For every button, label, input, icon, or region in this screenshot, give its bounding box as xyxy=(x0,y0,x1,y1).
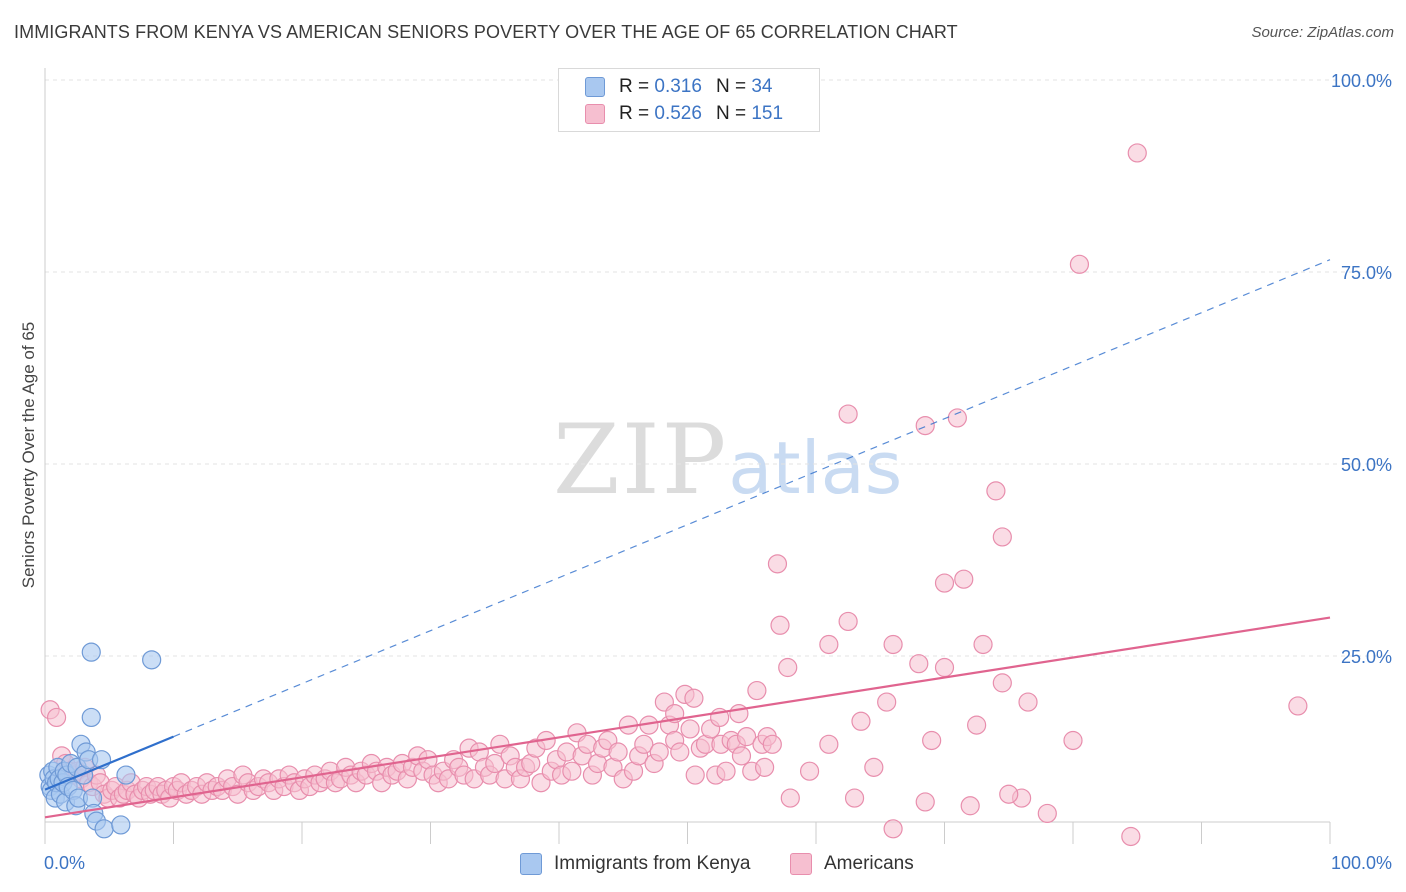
y-tick-label: 25.0% xyxy=(1341,647,1392,667)
americans-point xyxy=(954,569,974,589)
americans-point xyxy=(684,688,704,708)
americans-point xyxy=(877,692,897,712)
y-tick-label: 50.0% xyxy=(1341,455,1392,475)
legend-n-value-kenya: 34 xyxy=(751,76,773,97)
americans-point xyxy=(973,634,993,655)
americans-point xyxy=(562,761,582,781)
americans-point xyxy=(883,634,903,655)
kenya-trend-line-dashed xyxy=(173,259,1331,738)
americans-point xyxy=(934,573,955,593)
americans-point xyxy=(967,715,987,735)
x-tick-label-max: 100.0% xyxy=(1331,853,1392,873)
legend-r-label: R = xyxy=(619,76,650,97)
americans-point xyxy=(778,657,798,678)
americans-point xyxy=(838,611,858,632)
americans-point xyxy=(737,727,757,747)
legend-r-value-kenya: 0.316 xyxy=(654,76,702,97)
americans-point xyxy=(1127,143,1147,163)
americans-point xyxy=(680,719,700,739)
americans-point xyxy=(485,753,505,774)
americans-point xyxy=(1069,254,1090,274)
legend-n-label: N = xyxy=(715,76,747,97)
kenya-trend-line-solid xyxy=(44,735,174,791)
americans-point xyxy=(1063,730,1083,751)
americans-point xyxy=(992,673,1012,693)
legend-swatch-americans xyxy=(585,104,605,124)
bottom-legend-label-kenya: Immigrants from Kenya xyxy=(554,853,751,874)
americans-point xyxy=(960,796,980,816)
americans-point xyxy=(986,481,1006,501)
americans-point xyxy=(1121,826,1141,847)
americans-point xyxy=(649,742,669,762)
legend: R = 0.316 N = 34 R = 0.526 N = 151 xyxy=(558,68,820,132)
legend-swatch-kenya xyxy=(585,77,605,97)
americans-point xyxy=(992,527,1012,547)
watermark: ZIPatlas xyxy=(553,404,902,516)
americans-point xyxy=(729,703,749,724)
watermark-atlas: atlas xyxy=(728,426,903,510)
americans-point xyxy=(747,680,767,701)
americans-point xyxy=(1037,803,1057,824)
x-tick-label-min: 0.0% xyxy=(44,853,85,873)
americans-point xyxy=(670,742,690,762)
legend-n-label: N = xyxy=(715,103,747,124)
legend-n-value-americans: 151 xyxy=(751,103,784,124)
americans-point xyxy=(819,634,839,655)
legend-row-americans: R = 0.526 N = 151 xyxy=(585,102,783,126)
kenya-point xyxy=(116,765,136,785)
kenya-point xyxy=(81,707,101,728)
y-tick-label: 75.0% xyxy=(1341,263,1392,283)
americans-point xyxy=(999,784,1019,804)
americans-point xyxy=(915,792,935,812)
americans-point xyxy=(799,761,820,781)
americans-point xyxy=(46,707,67,728)
y-tick-label: 100.0% xyxy=(1331,71,1392,91)
americans-point xyxy=(883,819,903,839)
americans-point xyxy=(844,788,865,808)
legend-r-label: R = xyxy=(619,103,650,124)
americans-point xyxy=(685,765,705,785)
americans-point xyxy=(915,416,935,436)
kenya-point xyxy=(94,819,114,839)
legend-r-value-americans: 0.526 xyxy=(654,103,702,124)
americans-point xyxy=(731,746,752,766)
bottom-legend-swatch-americans xyxy=(790,853,812,875)
americans-point xyxy=(762,734,782,754)
source-credit: Source: ZipAtlas.com xyxy=(1251,24,1394,41)
bottom-legend-americans: Americans xyxy=(790,852,914,876)
americans-point xyxy=(851,711,871,731)
americans-point xyxy=(767,554,788,574)
americans-point xyxy=(819,734,839,754)
americans-point xyxy=(754,757,775,777)
americans-point xyxy=(770,615,790,635)
kenya-point xyxy=(142,650,162,670)
americans-point xyxy=(780,788,800,808)
americans-point xyxy=(864,757,884,777)
americans-point xyxy=(947,408,967,428)
americans-point xyxy=(608,742,628,762)
kenya-point xyxy=(111,815,131,835)
americans-point xyxy=(634,734,654,754)
kenya-point xyxy=(81,642,101,662)
americans-point xyxy=(1018,692,1038,712)
chart-title: IMMIGRANTS FROM KENYA VS AMERICAN SENIOR… xyxy=(14,22,958,42)
americans-point xyxy=(934,657,955,678)
americans-trend-line xyxy=(44,616,1331,819)
americans-point xyxy=(909,654,929,674)
bottom-legend-kenya: Immigrants from Kenya xyxy=(520,852,750,876)
americans-point xyxy=(922,730,942,751)
americans-point xyxy=(716,761,736,781)
americans-point xyxy=(838,404,858,424)
bottom-legend-label-americans: Americans xyxy=(824,853,914,874)
legend-row-kenya: R = 0.316 N = 34 xyxy=(585,75,772,99)
watermark-zip: ZIP xyxy=(553,404,729,516)
americans-point xyxy=(1288,696,1308,716)
bottom-legend-swatch-kenya xyxy=(520,853,542,875)
